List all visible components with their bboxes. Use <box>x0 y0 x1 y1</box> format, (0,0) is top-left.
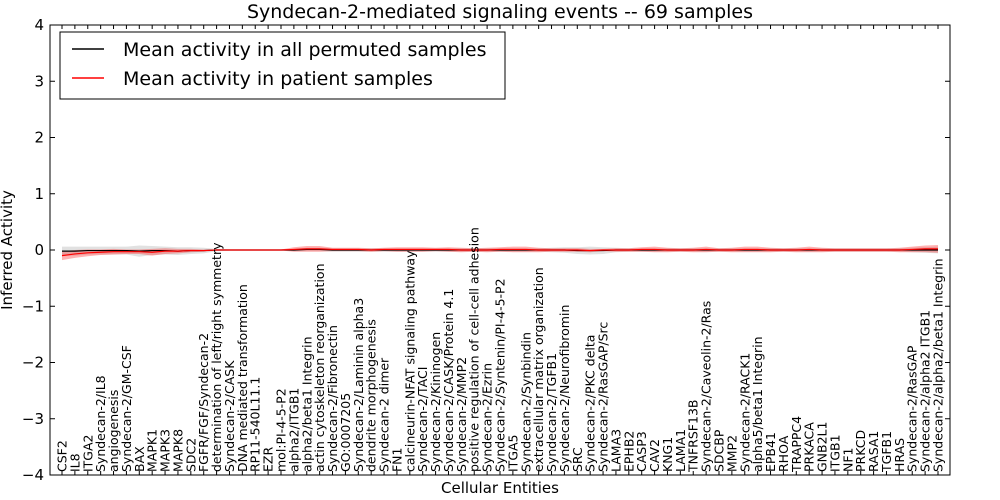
x-category-label: calcineurin-NFAT signaling pathway <box>402 250 417 472</box>
x-category-label: TGFB1 <box>879 431 894 473</box>
x-category-label: Syndecan-2/Kininogen <box>428 332 443 472</box>
x-category-label: HRAS <box>892 438 907 472</box>
x-category-label: alpha2/ITGB1 <box>286 388 301 472</box>
x-category-label: SDC2 <box>183 438 198 472</box>
x-axis: CSF2IL8ITGA2Syndecan-2/IL8angiogenesisSy… <box>55 25 946 475</box>
x-category-label: NF1 <box>840 448 855 473</box>
x-category-label: Syndecan-2/CASK/Protein 4.1 <box>441 289 456 472</box>
x-category-label: LAMA1 <box>673 429 688 472</box>
y-tick-label: −1 <box>22 297 44 315</box>
x-category-label: RASA1 <box>866 431 881 472</box>
x-category-label: LAMA3 <box>608 429 623 472</box>
y-tick-label: −2 <box>22 354 44 372</box>
legend: Mean activity in all permuted samples Me… <box>59 31 506 100</box>
series-band-patient <box>62 244 938 261</box>
y-tick-label: −3 <box>22 410 44 428</box>
y-tick-label: 2 <box>34 129 44 147</box>
x-category-label: Syndecan-2/alpha2/beta1 Integrin <box>931 258 946 472</box>
y-tick-label: 3 <box>34 72 44 90</box>
x-category-label: SRC <box>570 447 585 472</box>
x-category-label: TNFRSF13B <box>686 400 701 473</box>
x-category-label: Syndecan-2/PKC delta <box>583 335 598 472</box>
y-tick-label: 0 <box>34 241 44 259</box>
x-category-label: Syndecan-2/Neurofibromin <box>557 305 572 472</box>
y-axis: −4 −3 −2 −1 0 1 2 3 4 <box>22 16 950 484</box>
x-category-label: Syndecan-2/RasGAP/Src <box>596 322 611 472</box>
x-category-label: FGFR/FGF/Syndecan-2 <box>196 333 211 472</box>
x-category-label: dendrite morphogenesis <box>364 319 379 472</box>
plot-area <box>61 244 938 261</box>
x-category-label: extracellular matrix organization <box>531 267 546 472</box>
x-category-label: Syndecan-2/TACI <box>415 367 430 472</box>
x-category-label: Syndecan-2/TGFB1 <box>544 353 559 472</box>
x-category-label: SDCBP <box>712 429 727 472</box>
y-tick-label: −4 <box>22 466 44 484</box>
x-category-label: ITGA2 <box>80 434 95 472</box>
y-axis-title: Inferred Activity <box>0 190 16 310</box>
x-category-label: KNG1 <box>660 437 675 472</box>
x-category-label: Syndecan-2/Fibronectin <box>325 325 340 472</box>
x-category-label: mol:PI-4-5-P2 <box>274 388 289 472</box>
x-category-label: Syndecan-2/IL8 <box>93 375 108 472</box>
x-category-label: RHOA <box>776 435 791 472</box>
x-category-label: CASP3 <box>634 431 649 472</box>
x-axis-title: Cellular Entities <box>441 479 559 497</box>
x-category-label: determination of left/right symmetry <box>209 242 224 472</box>
x-category-label: Syndecan-2/Caveolin-2/Ras <box>699 301 714 472</box>
x-category-label: ITGA5 <box>505 434 520 472</box>
x-category-label: Syndecan-2/RACK1 <box>737 353 752 472</box>
x-category-label: TRAPPC4 <box>789 416 804 473</box>
x-category-label: Syndecan-2 dimer <box>377 357 392 472</box>
y-tick-label: 1 <box>34 185 44 203</box>
x-category-label: EZR <box>261 447 276 472</box>
x-category-label: Syndecan-2/alpha2 ITGB1 <box>918 310 933 472</box>
x-category-label: DNA mediated transformation <box>235 284 250 472</box>
x-category-label: Syndecan-2/Synbindin <box>518 332 533 472</box>
series-line-patient <box>61 248 938 257</box>
x-category-label: GNB2L1 <box>815 422 830 472</box>
x-category-label: GO:0007205 <box>338 393 353 472</box>
x-category-label: Syndecan-2/Syntenin/PI-4-5-P2 <box>493 278 508 472</box>
x-category-label: PRKACA <box>802 422 817 472</box>
x-category-label: IL8 <box>67 453 82 472</box>
x-category-label: alpha5/beta1 Integrin <box>750 336 765 472</box>
x-category-label: MAPK1 <box>145 429 160 472</box>
x-category-label: positive regulation of cell-cell adhesio… <box>467 227 482 472</box>
series-band-permuted <box>62 245 938 257</box>
x-category-label: alpha2/beta1 Integrin <box>299 336 314 472</box>
legend-label-patient: Mean activity in patient samples <box>123 68 433 90</box>
x-category-label: FN1 <box>389 448 404 473</box>
y-tick-label: 4 <box>34 16 44 34</box>
legend-box <box>59 31 506 100</box>
x-category-label: MAPK8 <box>170 429 185 472</box>
x-category-label: Syndecan-2/CASK <box>222 360 237 472</box>
x-category-label: BAX <box>132 446 147 472</box>
x-category-label: ITGB1 <box>827 434 842 472</box>
x-category-label: Syndecan-2/Ezrin <box>480 363 495 472</box>
x-category-label: actin cytoskeleton reorganization <box>312 263 327 472</box>
x-category-label: PRKCD <box>853 430 868 472</box>
chart-title: Syndecan-2-mediated signaling events -- … <box>247 1 753 23</box>
x-category-label: Syndecan-2/Laminin alpha3 <box>351 298 366 472</box>
x-category-label: MMP2 <box>724 435 739 472</box>
legend-label-permuted: Mean activity in all permuted samples <box>123 39 486 61</box>
x-category-label: CAV2 <box>647 439 662 472</box>
x-category-label: angiogenesis <box>106 390 121 472</box>
x-category-label: EPHB2 <box>621 431 636 472</box>
x-category-label: EPB41 <box>763 432 778 472</box>
x-category-label: MAPK3 <box>158 429 173 472</box>
x-category-label: Syndecan-2/MMP2 <box>454 357 469 472</box>
x-category-label: RP11-540L11.1 <box>248 377 263 472</box>
x-category-label: Syndecan-2/RasGAP <box>905 345 920 472</box>
x-category-label: Syndecan-2/GM-CSF <box>119 345 134 472</box>
x-category-label: CSF2 <box>55 440 70 472</box>
